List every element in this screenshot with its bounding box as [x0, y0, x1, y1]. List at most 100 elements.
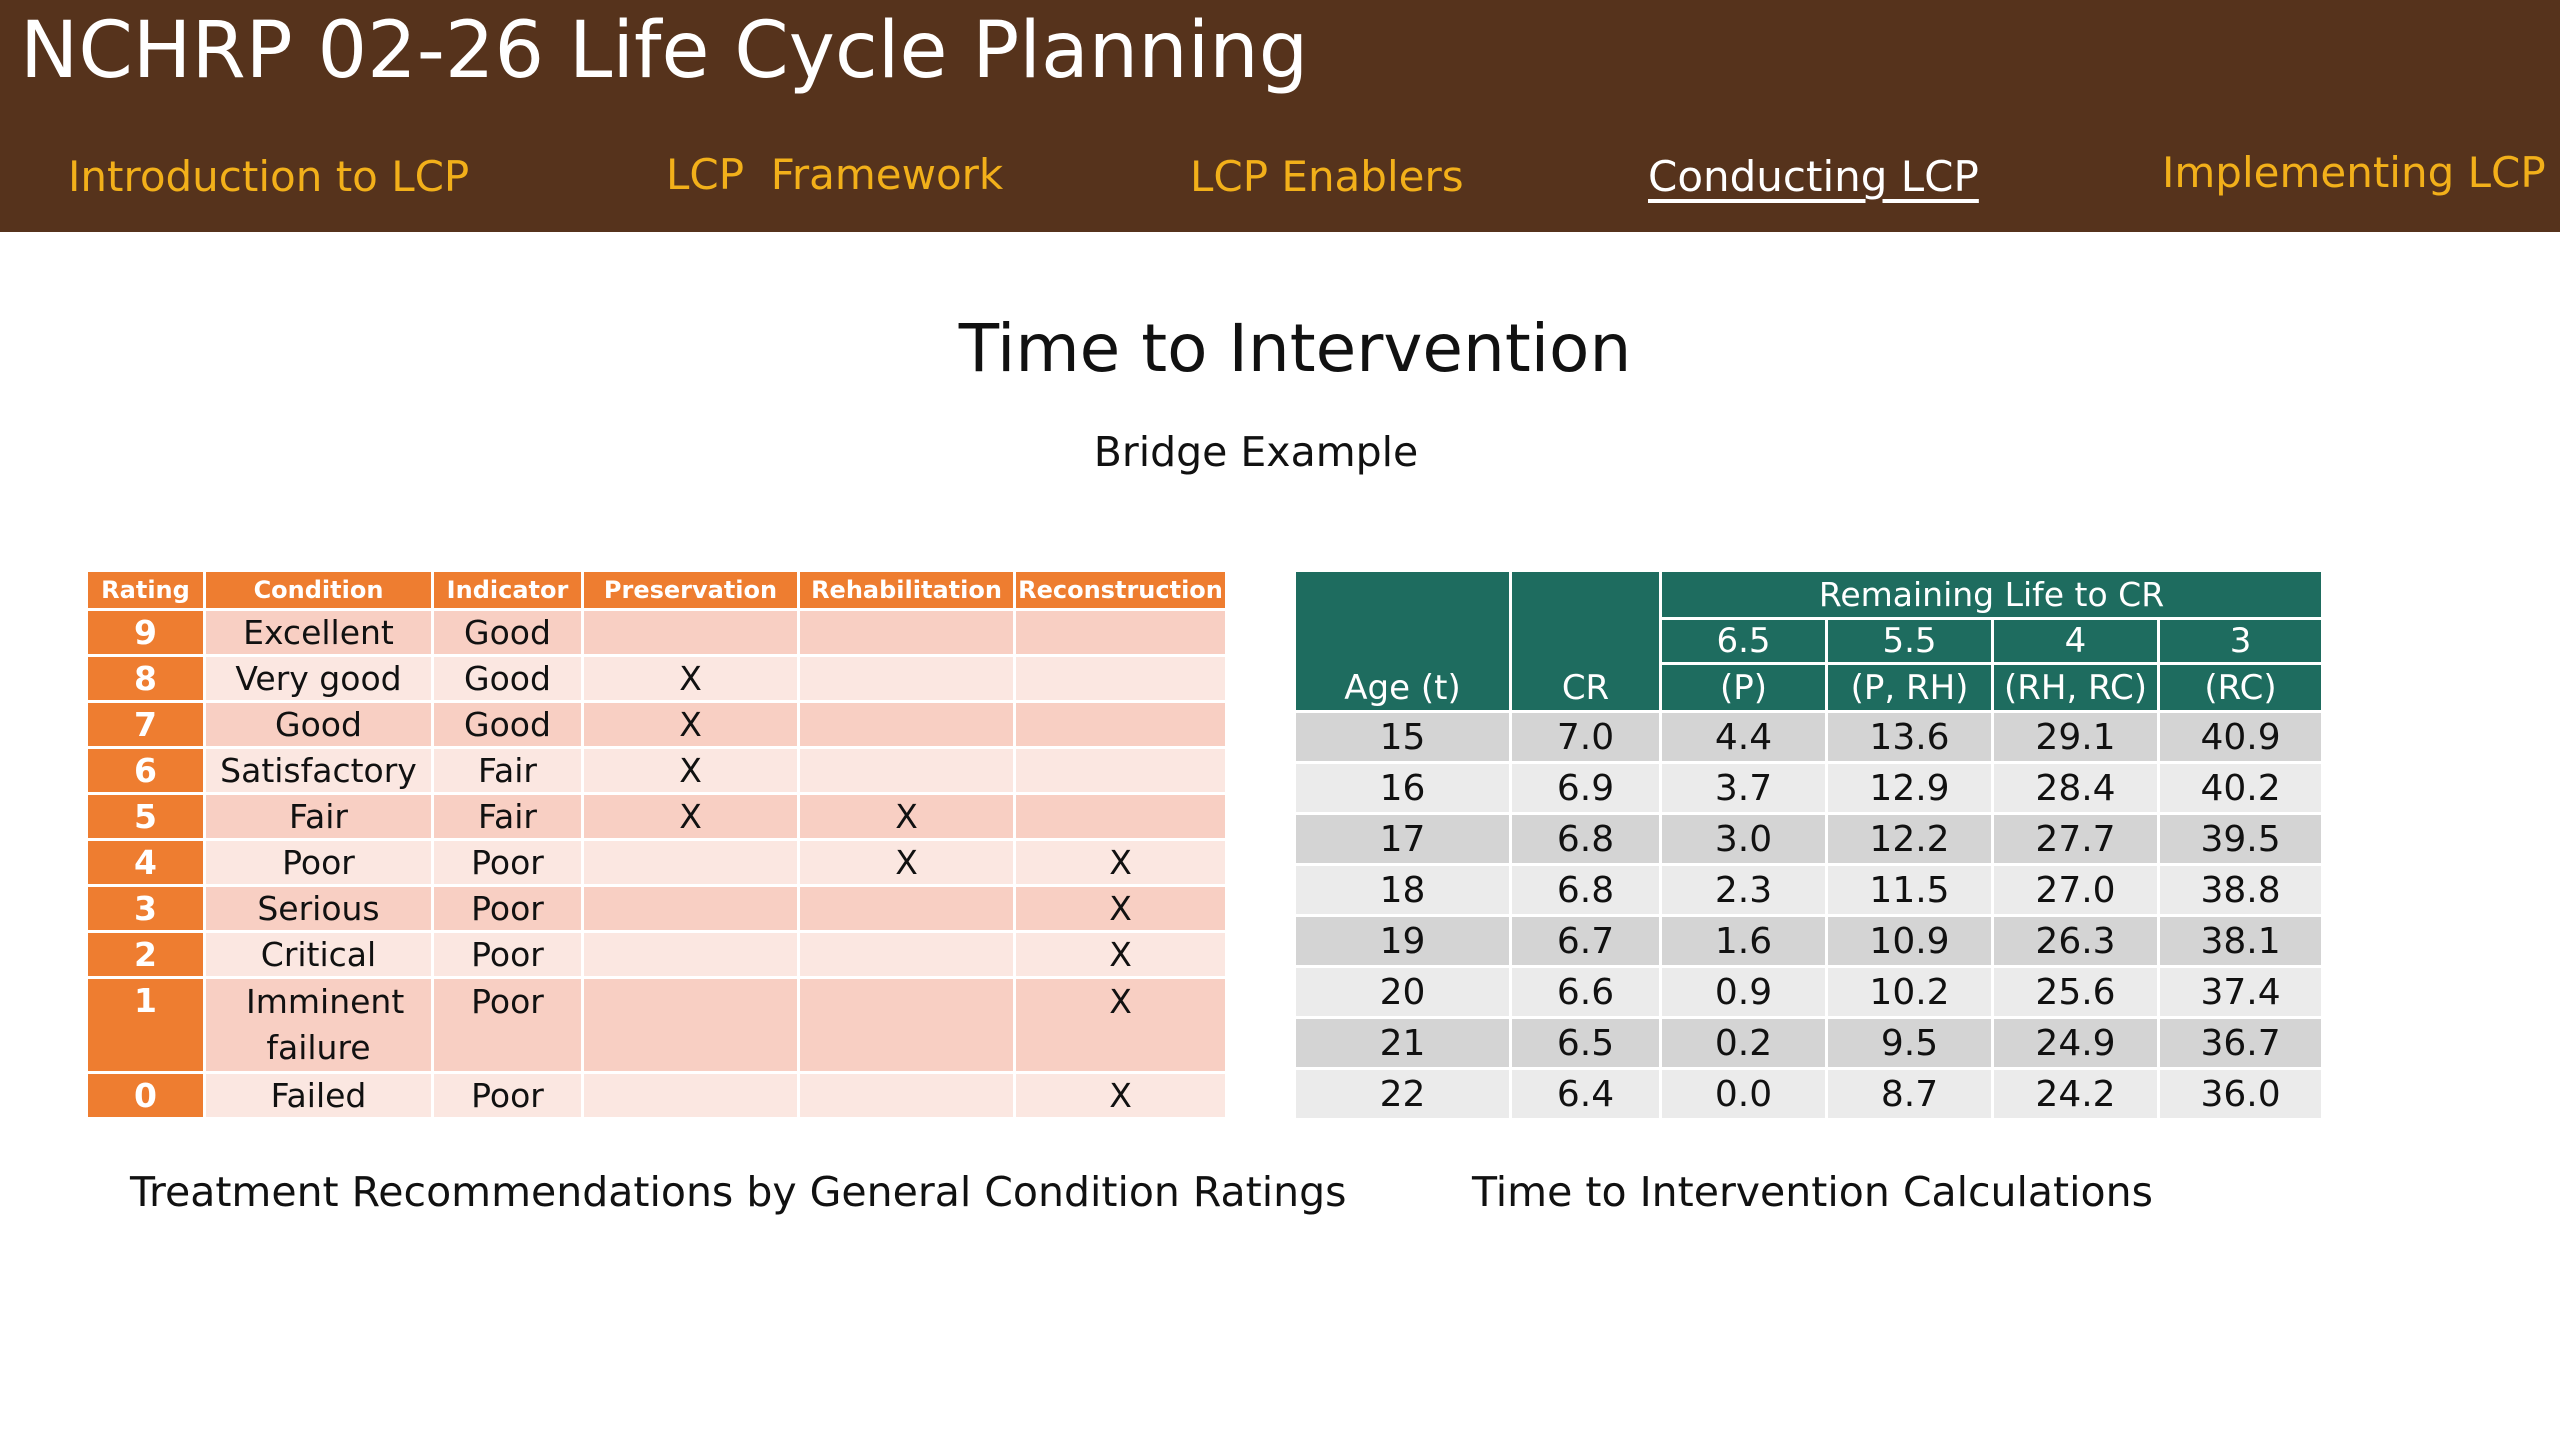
- remaining-life-table: Age (t) CR Remaining Life to CR 6.5 5.5 …: [1296, 572, 2325, 1121]
- reconstruction-cell: X: [1016, 979, 1228, 1074]
- rating-row: 8 Very good Good X: [88, 657, 1228, 703]
- header-threshold-value: 4: [1994, 619, 2160, 666]
- life-table-caption: Time to Intervention Calculations: [1472, 1168, 2153, 1216]
- rating-header-row: Rating Condition Indicator Preservation …: [88, 572, 1228, 611]
- rating-row: 7 Good Good X: [88, 703, 1228, 749]
- rehabilitation-cell: [800, 979, 1016, 1074]
- rating-cell: 2: [88, 933, 206, 979]
- life-5-5-cell: 12.2: [1828, 815, 1994, 866]
- life-6-5-cell: 3.0: [1662, 815, 1828, 866]
- nav-lcp-enablers[interactable]: LCP Enablers: [1190, 152, 1464, 201]
- indicator-cell: Good: [434, 657, 584, 703]
- rehabilitation-cell: [800, 933, 1016, 979]
- header-reconstruction: Reconstruction: [1016, 572, 1228, 611]
- life-row: 19 6.7 1.6 10.9 26.3 38.1: [1296, 917, 2325, 968]
- life-4-cell: 26.3: [1994, 917, 2160, 968]
- life-3-cell: 36.7: [2160, 1019, 2325, 1070]
- age-cell: 22: [1296, 1070, 1512, 1121]
- rehabilitation-cell: [800, 749, 1016, 795]
- life-3-cell: 39.5: [2160, 815, 2325, 866]
- header-remaining-life: Remaining Life to CR: [1662, 572, 2325, 620]
- slide-title: Time to Intervention: [958, 310, 1632, 387]
- age-cell: 21: [1296, 1019, 1512, 1070]
- indicator-cell: Fair: [434, 795, 584, 841]
- cr-cell: 7.0: [1512, 713, 1662, 764]
- rating-table-caption: Treatment Recommendations by General Con…: [130, 1168, 1347, 1216]
- life-row: 17 6.8 3.0 12.2 27.7 39.5: [1296, 815, 2325, 866]
- life-4-cell: 27.7: [1994, 815, 2160, 866]
- life-3-cell: 38.8: [2160, 866, 2325, 917]
- condition-cell: Imminent failure: [206, 979, 434, 1074]
- life-4-cell: 24.9: [1994, 1019, 2160, 1070]
- life-row: 21 6.5 0.2 9.5 24.9 36.7: [1296, 1019, 2325, 1070]
- age-cell: 17: [1296, 815, 1512, 866]
- life-row: 18 6.8 2.3 11.5 27.0 38.8: [1296, 866, 2325, 917]
- header-threshold-value: 3: [2160, 619, 2325, 666]
- life-6-5-cell: 3.7: [1662, 764, 1828, 815]
- age-cell: 18: [1296, 866, 1512, 917]
- life-6-5-cell: 4.4: [1662, 713, 1828, 764]
- rating-cell: 8: [88, 657, 206, 703]
- life-3-cell: 40.9: [2160, 713, 2325, 764]
- rating-cell: 5: [88, 795, 206, 841]
- life-row: 15 7.0 4.4 13.6 29.1 40.9: [1296, 713, 2325, 764]
- header-bar: NCHRP 02-26 Life Cycle Planning Introduc…: [0, 0, 2560, 232]
- reconstruction-cell: X: [1016, 933, 1228, 979]
- condition-cell: Failed: [206, 1074, 434, 1120]
- indicator-cell: Good: [434, 703, 584, 749]
- nav-introduction-to-lcp[interactable]: Introduction to LCP: [68, 152, 470, 201]
- life-5-5-cell: 9.5: [1828, 1019, 1994, 1070]
- life-5-5-cell: 8.7: [1828, 1070, 1994, 1121]
- cr-cell: 6.7: [1512, 917, 1662, 968]
- life-code-row: (P) (P, RH) (RH, RC) (RC): [1296, 665, 2325, 713]
- life-3-cell: 36.0: [2160, 1070, 2325, 1121]
- nav-lcp-framework[interactable]: LCP Framework: [666, 150, 1004, 199]
- header-threshold-code: (RC): [2160, 665, 2325, 713]
- preservation-cell: [584, 1074, 800, 1120]
- life-6-5-cell: 0.2: [1662, 1019, 1828, 1070]
- condition-cell: Excellent: [206, 611, 434, 657]
- preservation-cell: X: [584, 749, 800, 795]
- indicator-cell: Poor: [434, 1074, 584, 1120]
- rating-row: 1 Imminent failure Poor X: [88, 979, 1228, 1074]
- age-cell: 16: [1296, 764, 1512, 815]
- indicator-cell: Fair: [434, 749, 584, 795]
- rating-cell: 1: [88, 979, 206, 1074]
- life-5-5-cell: 13.6: [1828, 713, 1994, 764]
- header-threshold-code: (RH, RC): [1994, 665, 2160, 713]
- rating-row: 3 Serious Poor X: [88, 887, 1228, 933]
- reconstruction-cell: [1016, 703, 1228, 749]
- life-6-5-cell: 2.3: [1662, 866, 1828, 917]
- cr-cell: 6.6: [1512, 968, 1662, 1019]
- header-age: Age (t): [1296, 572, 1512, 713]
- indicator-cell: Poor: [434, 979, 584, 1074]
- life-5-5-cell: 10.9: [1828, 917, 1994, 968]
- header-condition: Condition: [206, 572, 434, 611]
- nav-conducting-lcp[interactable]: Conducting LCP: [1648, 152, 1979, 201]
- life-6-5-cell: 0.9: [1662, 968, 1828, 1019]
- life-6-5-cell: 1.6: [1662, 917, 1828, 968]
- life-5-5-cell: 11.5: [1828, 866, 1994, 917]
- indicator-cell: Poor: [434, 933, 584, 979]
- life-row: 16 6.9 3.7 12.9 28.4 40.2: [1296, 764, 2325, 815]
- header-threshold-value: 6.5: [1662, 619, 1828, 666]
- rating-cell: 3: [88, 887, 206, 933]
- cr-cell: 6.4: [1512, 1070, 1662, 1121]
- rating-row: 9 Excellent Good: [88, 611, 1228, 657]
- life-3-cell: 38.1: [2160, 917, 2325, 968]
- life-6-5-cell: 0.0: [1662, 1070, 1828, 1121]
- preservation-cell: [584, 979, 800, 1074]
- condition-cell: Critical: [206, 933, 434, 979]
- rating-cell: 9: [88, 611, 206, 657]
- header-threshold-code: (P, RH): [1828, 665, 1994, 713]
- rating-row: 4 Poor Poor X X: [88, 841, 1228, 887]
- rating-row: 2 Critical Poor X: [88, 933, 1228, 979]
- header-rating: Rating: [88, 572, 206, 611]
- condition-cell: Satisfactory: [206, 749, 434, 795]
- cr-cell: 6.9: [1512, 764, 1662, 815]
- rating-row: 5 Fair Fair X X: [88, 795, 1228, 841]
- rehabilitation-cell: [800, 703, 1016, 749]
- preservation-cell: [584, 887, 800, 933]
- nav-implementing-lcp[interactable]: Implementing LCP: [2162, 148, 2546, 197]
- rating-cell: 6: [88, 749, 206, 795]
